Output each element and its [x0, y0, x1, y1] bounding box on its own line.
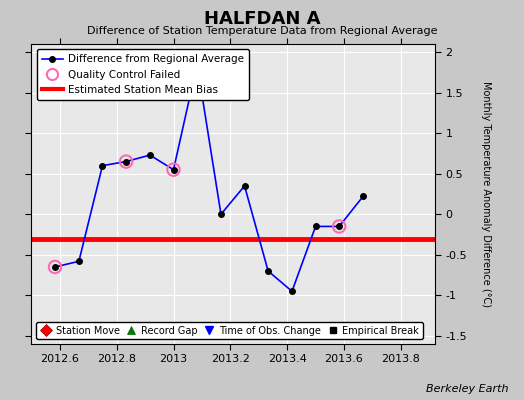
Quality Control Failed	[51, 264, 59, 270]
Text: HALFDAN A: HALFDAN A	[204, 10, 320, 28]
Quality Control Failed	[335, 223, 343, 230]
Difference from Regional Average	[242, 184, 248, 188]
Quality Control Failed	[122, 158, 130, 165]
Y-axis label: Monthly Temperature Anomaly Difference (°C): Monthly Temperature Anomaly Difference (…	[481, 81, 491, 307]
Text: Berkeley Earth: Berkeley Earth	[426, 384, 508, 394]
Difference from Regional Average	[123, 159, 129, 164]
Difference from Regional Average	[147, 153, 153, 158]
Difference from Regional Average	[265, 269, 271, 274]
Difference from Regional Average	[100, 163, 106, 168]
Quality Control Failed	[169, 166, 178, 173]
Difference from Regional Average	[289, 289, 295, 294]
Legend: Station Move, Record Gap, Time of Obs. Change, Empirical Break: Station Move, Record Gap, Time of Obs. C…	[36, 322, 423, 340]
Difference from Regional Average	[52, 264, 58, 269]
Text: Difference of Station Temperature Data from Regional Average: Difference of Station Temperature Data f…	[87, 26, 437, 36]
Difference from Regional Average	[194, 62, 200, 67]
Difference from Regional Average	[76, 259, 82, 264]
Difference from Regional Average	[336, 224, 342, 229]
Line: Difference from Regional Average: Difference from Regional Average	[52, 62, 366, 294]
Difference from Regional Average	[170, 167, 177, 172]
Difference from Regional Average	[312, 224, 319, 229]
Difference from Regional Average	[360, 194, 366, 199]
Difference from Regional Average	[218, 212, 224, 217]
